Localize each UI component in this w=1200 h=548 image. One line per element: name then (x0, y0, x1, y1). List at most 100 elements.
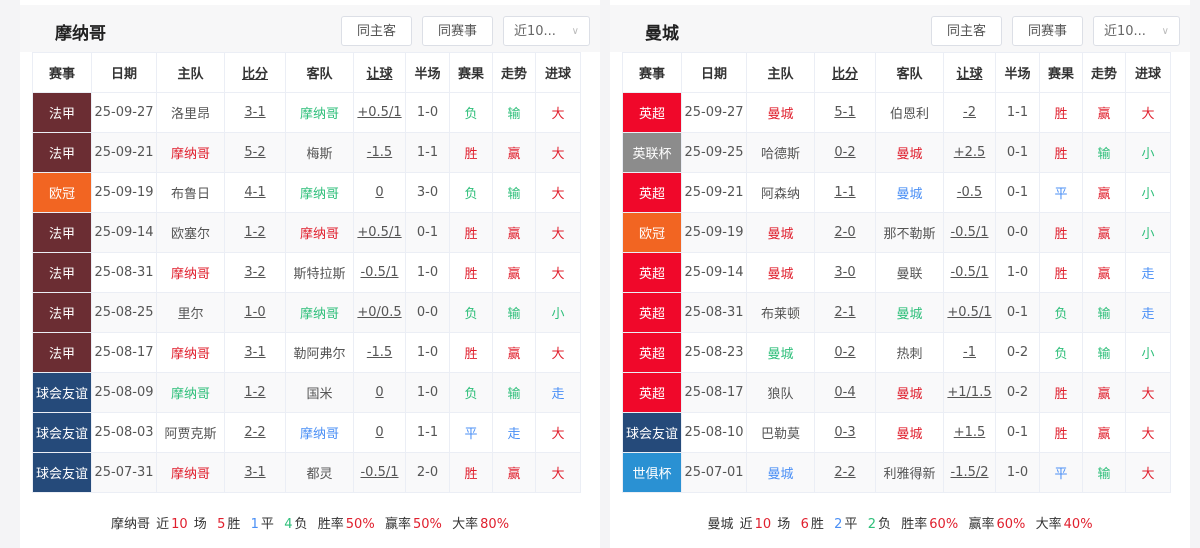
cell-home-team[interactable]: 狼队 (746, 372, 815, 413)
cell-away-team[interactable]: 曼联 (875, 252, 944, 293)
cell-handicap[interactable]: +0.5/1 (943, 292, 996, 333)
cell-competition[interactable]: 球会友谊 (32, 412, 92, 453)
cell-handicap[interactable]: 0 (353, 412, 406, 453)
cell-competition[interactable]: 球会友谊 (32, 452, 92, 493)
cell-home-team[interactable]: 布莱顿 (746, 292, 815, 333)
cell-away-team[interactable]: 曼城 (875, 292, 944, 333)
same-competition-button[interactable]: 同赛事 (422, 16, 493, 46)
cell-away-team[interactable]: 摩纳哥 (285, 212, 354, 253)
cell-home-team[interactable]: 曼城 (746, 252, 815, 293)
cell-handicap[interactable]: -1.5 (353, 332, 406, 373)
cell-away-team[interactable]: 都灵 (285, 452, 354, 493)
cell-score[interactable]: 0-4 (814, 372, 876, 413)
cell-competition[interactable]: 英超 (622, 372, 682, 413)
cell-away-team[interactable]: 利雅得新 (875, 452, 944, 493)
cell-handicap[interactable]: +0.5/1 (353, 92, 406, 133)
cell-handicap[interactable]: 0 (353, 372, 406, 413)
cell-score[interactable]: 3-1 (224, 332, 286, 373)
header-score[interactable]: 比分 (814, 52, 876, 93)
cell-competition[interactable]: 英超 (622, 172, 682, 213)
cell-home-team[interactable]: 摩纳哥 (156, 372, 225, 413)
cell-away-team[interactable]: 热刺 (875, 332, 944, 373)
cell-home-team[interactable]: 洛里昂 (156, 92, 225, 133)
cell-away-team[interactable]: 斯特拉斯 (285, 252, 354, 293)
cell-handicap[interactable]: 0 (353, 172, 406, 213)
cell-away-team[interactable]: 曼城 (875, 132, 944, 173)
cell-home-team[interactable]: 摩纳哥 (156, 252, 225, 293)
cell-competition[interactable]: 法甲 (32, 332, 92, 373)
cell-home-team[interactable]: 阿森纳 (746, 172, 815, 213)
cell-competition[interactable]: 欧冠 (32, 172, 92, 213)
header-handicap[interactable]: 让球 (353, 52, 406, 93)
cell-home-team[interactable]: 哈德斯 (746, 132, 815, 173)
cell-handicap[interactable]: +2.5 (943, 132, 996, 173)
cell-home-team[interactable]: 摩纳哥 (156, 452, 225, 493)
cell-score[interactable]: 3-0 (814, 252, 876, 293)
cell-score[interactable]: 1-0 (224, 292, 286, 333)
cell-score[interactable]: 0-2 (814, 132, 876, 173)
cell-score[interactable]: 2-1 (814, 292, 876, 333)
cell-competition[interactable]: 法甲 (32, 132, 92, 173)
header-score[interactable]: 比分 (224, 52, 286, 93)
cell-home-team[interactable]: 摩纳哥 (156, 132, 225, 173)
cell-competition[interactable]: 法甲 (32, 292, 92, 333)
cell-handicap[interactable]: +0.5/1 (353, 212, 406, 253)
cell-home-team[interactable]: 摩纳哥 (156, 332, 225, 373)
cell-away-team[interactable]: 曼城 (875, 172, 944, 213)
cell-score[interactable]: 2-2 (814, 452, 876, 493)
cell-away-team[interactable]: 国米 (285, 372, 354, 413)
cell-away-team[interactable]: 梅斯 (285, 132, 354, 173)
cell-competition[interactable]: 法甲 (32, 212, 92, 253)
cell-handicap[interactable]: -1 (943, 332, 996, 373)
cell-score[interactable]: 5-2 (224, 132, 286, 173)
same-competition-button[interactable]: 同赛事 (1012, 16, 1083, 46)
cell-score[interactable]: 5-1 (814, 92, 876, 133)
cell-competition[interactable]: 球会友谊 (622, 412, 682, 453)
cell-handicap[interactable]: -1.5 (353, 132, 406, 173)
cell-handicap[interactable]: +0/0.5 (353, 292, 406, 333)
cell-score[interactable]: 0-3 (814, 412, 876, 453)
same-home-away-button[interactable]: 同主客 (931, 16, 1002, 46)
cell-competition[interactable]: 英超 (622, 292, 682, 333)
cell-score[interactable]: 3-1 (224, 92, 286, 133)
header-handicap[interactable]: 让球 (943, 52, 996, 93)
cell-handicap[interactable]: -0.5/1 (353, 252, 406, 293)
cell-away-team[interactable]: 摩纳哥 (285, 172, 354, 213)
cell-competition[interactable]: 英超 (622, 252, 682, 293)
cell-home-team[interactable]: 阿贾克斯 (156, 412, 225, 453)
cell-competition[interactable]: 世俱杯 (622, 452, 682, 493)
cell-away-team[interactable]: 摩纳哥 (285, 412, 354, 453)
cell-home-team[interactable]: 里尔 (156, 292, 225, 333)
cell-handicap[interactable]: -1.5/2 (943, 452, 996, 493)
cell-score[interactable]: 2-0 (814, 212, 876, 253)
cell-home-team[interactable]: 曼城 (746, 212, 815, 253)
cell-competition[interactable]: 欧冠 (622, 212, 682, 253)
cell-home-team[interactable]: 曼城 (746, 92, 815, 133)
cell-score[interactable]: 1-2 (224, 372, 286, 413)
cell-home-team[interactable]: 曼城 (746, 332, 815, 373)
recent-count-select[interactable]: 近10... ∨ (503, 16, 590, 46)
cell-away-team[interactable]: 摩纳哥 (285, 92, 354, 133)
recent-count-select[interactable]: 近10... ∨ (1093, 16, 1180, 46)
cell-competition[interactable]: 英超 (622, 92, 682, 133)
cell-away-team[interactable]: 那不勒斯 (875, 212, 944, 253)
cell-away-team[interactable]: 曼城 (875, 372, 944, 413)
same-home-away-button[interactable]: 同主客 (341, 16, 412, 46)
cell-competition[interactable]: 法甲 (32, 92, 92, 133)
cell-handicap[interactable]: +1.5 (943, 412, 996, 453)
cell-away-team[interactable]: 伯恩利 (875, 92, 944, 133)
cell-handicap[interactable]: -2 (943, 92, 996, 133)
cell-away-team[interactable]: 曼城 (875, 412, 944, 453)
cell-competition[interactable]: 法甲 (32, 252, 92, 293)
cell-score[interactable]: 3-1 (224, 452, 286, 493)
cell-handicap[interactable]: -0.5/1 (943, 252, 996, 293)
cell-score[interactable]: 1-2 (224, 212, 286, 253)
cell-score[interactable]: 3-2 (224, 252, 286, 293)
cell-home-team[interactable]: 曼城 (746, 452, 815, 493)
cell-handicap[interactable]: -0.5/1 (943, 212, 996, 253)
cell-competition[interactable]: 球会友谊 (32, 372, 92, 413)
cell-score[interactable]: 0-2 (814, 332, 876, 373)
cell-competition[interactable]: 英超 (622, 332, 682, 373)
cell-handicap[interactable]: +1/1.5 (943, 372, 996, 413)
cell-competition[interactable]: 英联杯 (622, 132, 682, 173)
